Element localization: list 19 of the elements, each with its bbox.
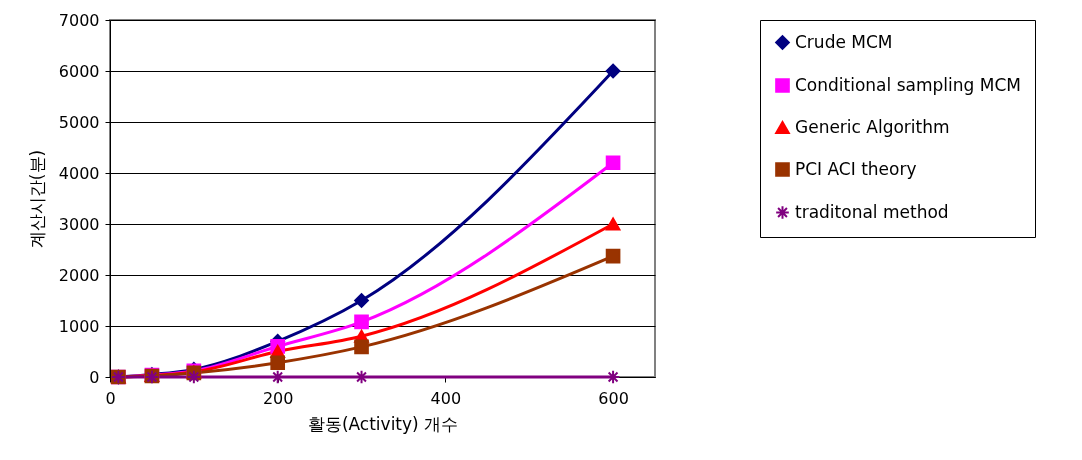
legend-label: PCI ACI theory (795, 158, 917, 179)
y-tick-label: 0 (89, 367, 100, 387)
y-tick-label: 2000 (58, 265, 100, 285)
y-tick-label: 1000 (58, 316, 100, 336)
x-tick-label: 600 (598, 388, 629, 408)
x-axis-title: 활동(Activity) 개수 (307, 413, 459, 434)
y-axis-title: 계산시간(분) (26, 149, 47, 249)
y-tick-label: 4000 (58, 163, 100, 183)
y-tick-label: 6000 (58, 61, 100, 81)
legend-label: traditonal method (795, 201, 949, 222)
legend-label: Crude MCM (795, 31, 893, 52)
legend-label: Generic Algorithm (795, 116, 950, 137)
x-tick-label: 400 (430, 388, 462, 408)
y-tick-label: 3000 (58, 214, 100, 234)
x-tick-label: 200 (262, 388, 294, 408)
y-tick-label: 7000 (58, 10, 100, 30)
x-tick-label: 0 (105, 388, 116, 408)
y-tick-label: 5000 (58, 112, 100, 132)
legend-label: Conditional sampling MCM (795, 74, 1021, 95)
